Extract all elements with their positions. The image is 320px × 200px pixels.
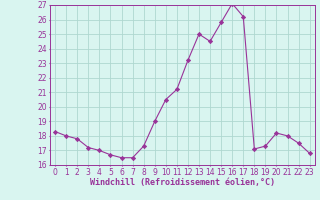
- X-axis label: Windchill (Refroidissement éolien,°C): Windchill (Refroidissement éolien,°C): [90, 178, 275, 187]
